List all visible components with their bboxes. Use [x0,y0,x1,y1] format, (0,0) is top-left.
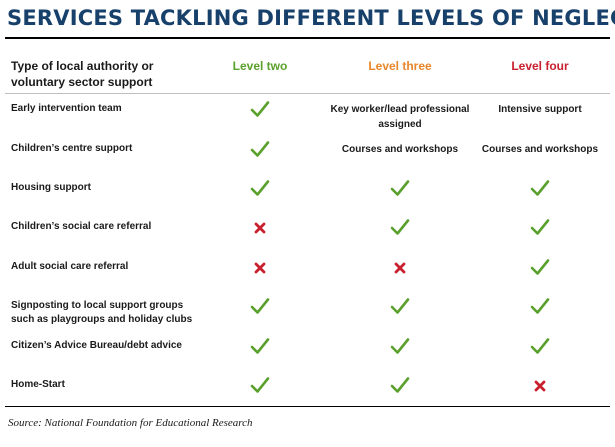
bottom-rule [5,406,610,407]
table-row: Adult social care referral [0,258,615,299]
check-icon [390,218,410,241]
check-icon [390,179,410,202]
cell-level-three: Key worker/lead professional assigned [330,104,470,130]
check-icon [250,140,270,163]
cell-level-three: Courses and workshops [341,144,459,155]
table-row: Children’s centre support Courses and wor… [0,140,615,181]
table-row: Children’s social care referral [0,218,615,259]
check-icon [530,258,550,281]
check-icon [530,179,550,202]
table-row: Home-Start [0,376,615,417]
cell-level-three [330,260,470,280]
check-icon [390,297,410,320]
column-header-level-three: Level three [368,59,432,73]
check-icon [250,179,270,202]
cell-level-three [330,218,470,241]
cell-level-four [470,179,610,202]
cell-level-four [470,337,610,360]
source-note: Source: National Foundation for Educatio… [8,417,253,429]
check-icon [250,297,270,320]
row-label: Citizen’s Advice Bureau/debt advice [11,340,182,351]
cell-level-two [190,297,330,320]
cell-level-four [470,218,610,241]
row-label: Home-Start [11,379,65,390]
row-label: Adult social care referral [11,261,129,272]
cell-level-four [470,297,610,320]
cell-level-three [330,376,470,399]
row-label: Signposting to local support groups such… [11,300,193,325]
check-icon [390,376,410,399]
cell-level-two [190,100,330,123]
page-title: SERVICES TACKLING DIFFERENT LEVELS OF NE… [7,6,615,30]
check-icon [390,337,410,360]
table-row: Early intervention team Key worker/lead p… [0,100,615,141]
cross-icon [253,261,267,280]
row-label: Early intervention team [11,103,122,114]
column-header-level-two: Level two [232,59,288,73]
table-row: Housing support [0,179,615,220]
cell-level-two [190,179,330,202]
cell-level-four: Courses and workshops [481,144,599,155]
check-icon [250,337,270,360]
check-icon [250,376,270,399]
column-header-level-four: Level four [511,59,569,73]
check-icon [530,218,550,241]
table-row: Signposting to local support groups such… [0,297,615,338]
check-icon [530,297,550,320]
cell-level-two [190,337,330,360]
column-header-support-type: Type of local authority or voluntary sec… [11,59,154,89]
check-icon [530,337,550,360]
cell-level-two [190,220,330,240]
header-divider [5,93,610,94]
check-icon [250,100,270,123]
row-label: Housing support [11,182,91,193]
row-label: Children’s social care referral [11,221,152,232]
cell-level-two [190,140,330,163]
cell-level-three [330,337,470,360]
cross-icon [253,221,267,240]
cell-level-three [330,297,470,320]
top-rule [5,37,610,39]
cross-icon [533,379,547,398]
cell-level-two [190,376,330,399]
cross-icon [393,261,407,280]
row-label: Children’s centre support [11,143,133,154]
cell-level-four [470,378,610,398]
table-row: Citizen’s Advice Bureau/debt advice [0,337,615,378]
cell-level-two [190,260,330,280]
cell-level-three [330,179,470,202]
cell-level-four [470,258,610,281]
cell-level-four: Intensive support [498,104,582,115]
